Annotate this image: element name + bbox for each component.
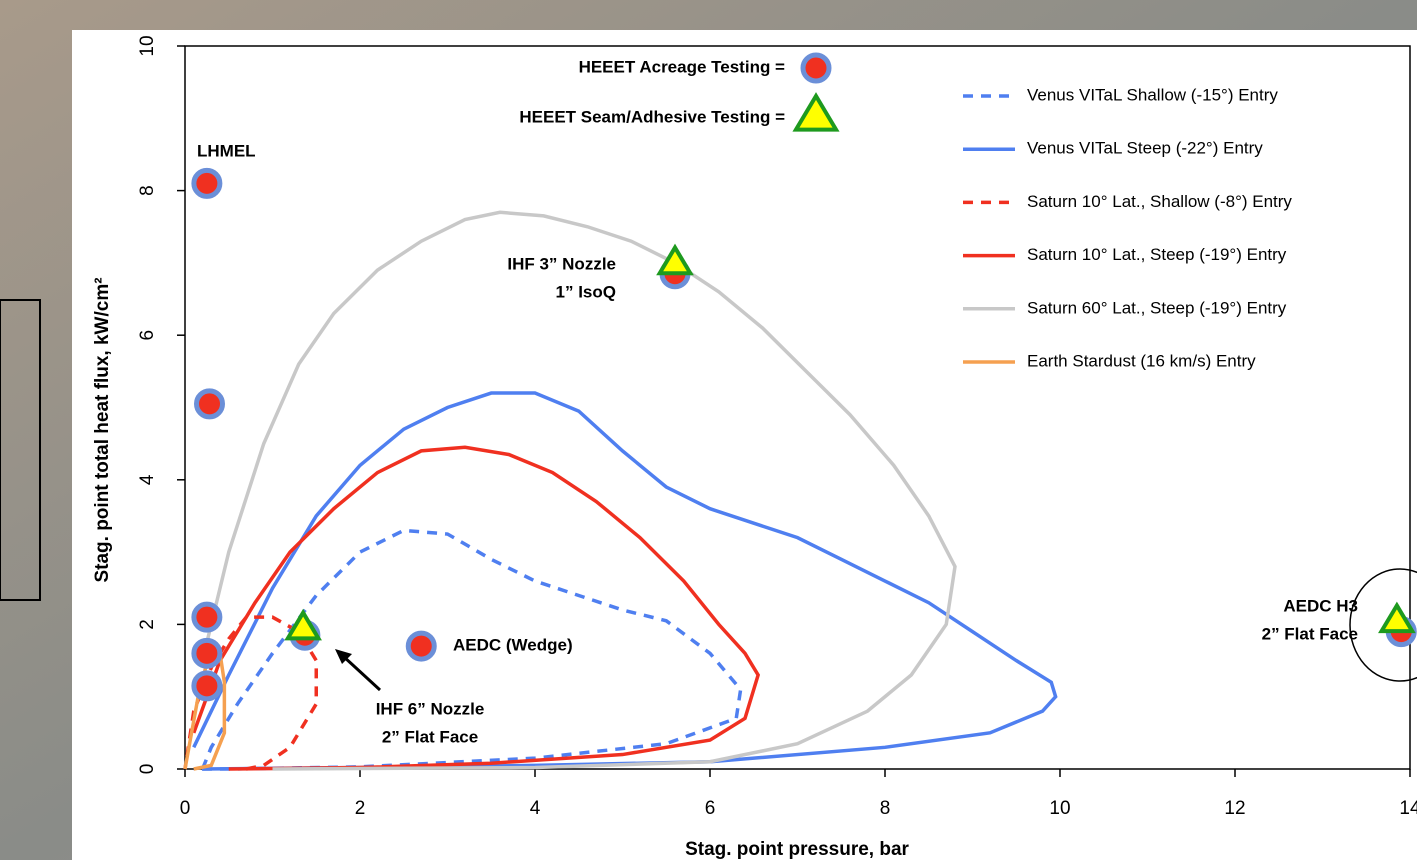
triangle-marker [1378, 601, 1416, 634]
annotation: IHF 3” Nozzle [507, 254, 616, 273]
circle-marker [191, 601, 223, 633]
circle-marker [191, 167, 223, 199]
y-tick-label: 2 [137, 619, 158, 630]
slide-box [0, 299, 41, 601]
annotation: 1” IsoQ [556, 282, 616, 301]
x-tick-label: 0 [180, 798, 191, 819]
legend-label: Earth Stardust (16 km/s) Entry [1027, 351, 1256, 370]
triangle-marker [284, 608, 322, 641]
annotation: 2” Flat Face [1262, 624, 1358, 643]
series-line [192, 391, 1058, 771]
y-tick-label: 4 [137, 474, 158, 485]
x-tick-label: 6 [705, 798, 716, 819]
circle-marker [191, 670, 223, 702]
y-tick-label: 6 [137, 330, 158, 341]
series-line [192, 445, 761, 771]
series-line [200, 210, 957, 771]
x-tick-label: 14 [1399, 798, 1417, 819]
triangle-marker [656, 243, 694, 276]
y-tick-label: 10 [137, 35, 158, 56]
x-tick-label: 8 [880, 798, 891, 819]
x-tick-label: 10 [1049, 798, 1070, 819]
legend-label: Saturn 60° Lat., Steep (-19°) Entry [1027, 298, 1287, 317]
circle-marker [191, 637, 223, 669]
arrow-head [335, 649, 352, 664]
chart-panel [72, 30, 1417, 860]
x-axis-label: Stag. point pressure, bar [685, 839, 909, 860]
y-axis-label: Stag. point total heat flux, kW/cm² [92, 277, 113, 582]
marker-legend-swatch [792, 92, 840, 132]
circle-marker [405, 630, 437, 662]
annotation: IHF 6” Nozzle [376, 699, 485, 718]
plot-frame [184, 45, 1411, 770]
marker-legend-swatch [800, 52, 832, 84]
legend-label: Venus VITaL Steep (-22°) Entry [1027, 139, 1263, 158]
legend-label: Venus VITaL Shallow (-15°) Entry [1027, 85, 1278, 104]
annotation: 2” Flat Face [382, 727, 478, 746]
circle-marker [194, 388, 225, 420]
x-tick-label: 4 [530, 798, 541, 819]
highlight-ellipse [1349, 568, 1417, 682]
x-tick-label: 12 [1224, 798, 1245, 819]
arrow-shaft [341, 654, 382, 692]
marker-legend-label: HEEET Seam/Adhesive Testing = [519, 107, 785, 126]
legend-label: Saturn 10° Lat., Shallow (-8°) Entry [1027, 192, 1292, 211]
annotation: LHMEL [197, 141, 256, 160]
series-line [183, 615, 318, 771]
x-tick-label: 2 [355, 798, 366, 819]
y-tick-label: 8 [137, 185, 158, 196]
legend-label: Saturn 10° Lat., Steep (-19°) Entry [1027, 245, 1287, 264]
annotation: AEDC H3 [1283, 596, 1358, 615]
series-line [193, 528, 743, 771]
marker-legend-label: HEEET Acreage Testing = [579, 57, 785, 76]
annotation: AEDC (Wedge) [453, 635, 573, 654]
y-tick-label: 0 [137, 764, 158, 775]
